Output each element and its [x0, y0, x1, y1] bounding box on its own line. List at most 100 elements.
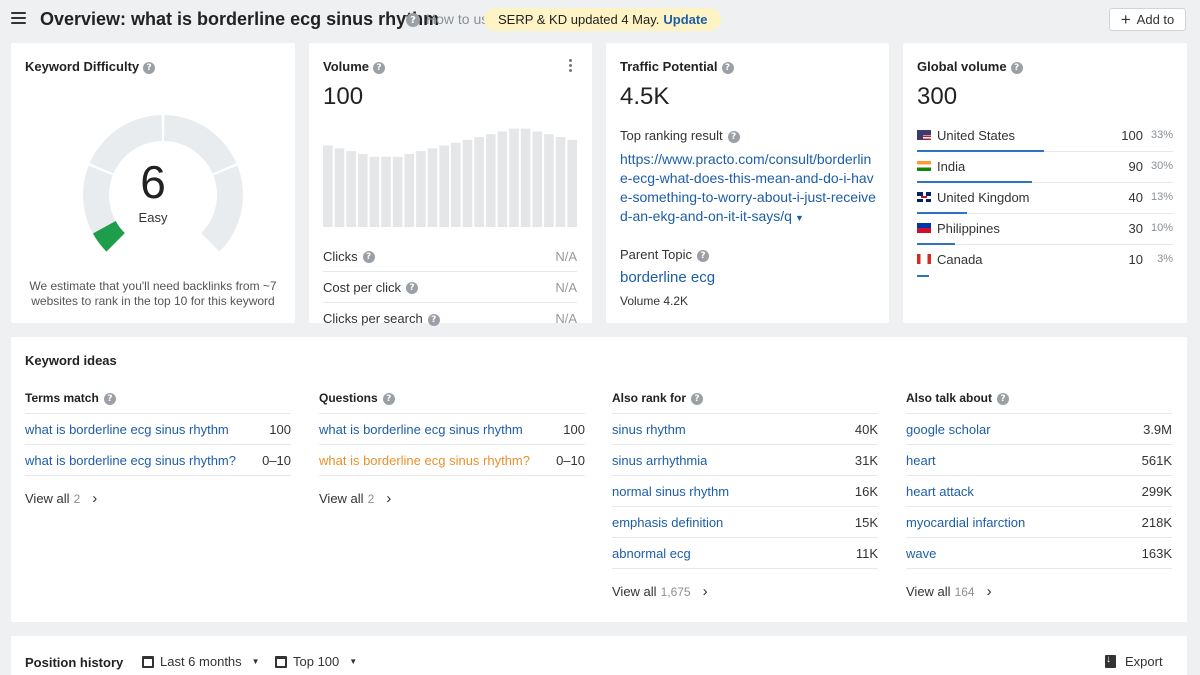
calendar-icon [142, 655, 154, 668]
top-ranking-url[interactable]: https://www.practo.com/consult/borderlin… [620, 151, 876, 224]
help-icon[interactable]: ? [997, 392, 1010, 405]
keyword-link[interactable]: sinus arrhythmia [612, 452, 708, 468]
how-to-use-link[interactable]: ? How to use [406, 11, 496, 28]
volume-bar [532, 131, 543, 227]
help-icon[interactable]: ? [1010, 61, 1023, 74]
list-item: wave 163K [906, 538, 1172, 569]
caret-down-icon: ▼ [251, 657, 260, 666]
keyword-link[interactable]: emphasis definition [612, 514, 724, 530]
page-title: Overview: what is borderline ecg sinus r… [40, 9, 440, 29]
help-icon[interactable]: ? [373, 61, 385, 74]
traffic-potential-value: 4.5K [620, 83, 670, 110]
keyword-difficulty-card: Keyword Difficulty? 6 Easy We estimate t… [11, 43, 295, 323]
keyword-link[interactable]: what is borderline ecg sinus rhythm [25, 421, 229, 437]
add-to-button[interactable]: + Add to [1109, 8, 1186, 31]
view-all-link[interactable]: View all 1,675 › [612, 583, 708, 600]
country-row[interactable]: United States 100 33% [917, 121, 1173, 152]
volume-value: 100 [323, 83, 364, 110]
hamburger-menu-icon[interactable] [11, 12, 26, 25]
volume-bar [497, 131, 508, 227]
volume-bar [520, 128, 531, 227]
caret-down-icon[interactable]: ▼ [794, 213, 804, 223]
country-row[interactable]: Philippines 30 10% [917, 214, 1173, 245]
view-all-link[interactable]: View all 2 › [319, 490, 392, 507]
cpc-row: Cost per click? N/A [323, 272, 577, 303]
country-volume: 30 [1128, 221, 1143, 236]
help-icon[interactable]: ? [691, 392, 704, 405]
volume-bar [381, 156, 391, 227]
help-icon[interactable]: ? [721, 61, 734, 74]
country-row[interactable]: United Kingdom 40 13% [917, 183, 1173, 214]
country-row[interactable]: India 90 30% [917, 152, 1173, 183]
keyword-volume: 16K [854, 483, 878, 499]
keyword-link[interactable]: google scholar [906, 421, 991, 437]
caret-down-icon: ▼ [349, 657, 358, 666]
help-icon[interactable]: ? [103, 392, 116, 405]
keyword-volume: 561K [1141, 452, 1172, 468]
parent-topic-volume: Volume 4.2K [620, 294, 689, 308]
list-item: what is borderline ecg sinus rhythm? 0–10 [319, 445, 585, 476]
column-title: Also rank for? [612, 391, 878, 414]
keyword-link[interactable]: what is borderline ecg sinus rhythm? [319, 452, 530, 468]
list-item: heart 561K [906, 445, 1172, 476]
keyword-link[interactable]: wave [906, 545, 937, 561]
top-positions-dropdown[interactable]: Top 100 ▼ [275, 654, 357, 669]
country-row[interactable]: Canada 10 3% [917, 245, 1173, 277]
gauge-segment [89, 115, 163, 174]
country-volume: 90 [1128, 159, 1143, 174]
volume-bar [462, 139, 473, 227]
help-icon[interactable]: ? [427, 313, 440, 326]
volume-bar [485, 134, 496, 227]
keyword-link[interactable]: what is borderline ecg sinus rhythm [319, 421, 523, 437]
keyword-ideas-column: Also rank for? sinus rhythm 40K sinus arrhy… [612, 391, 878, 600]
help-icon[interactable]: ? [362, 251, 375, 264]
list-item: google scholar 3.9M [906, 414, 1172, 445]
help-icon[interactable]: ? [143, 61, 156, 74]
column-title: Questions? [319, 391, 585, 414]
global-volume-card: Global volume? 300 United States 100 33% In… [903, 43, 1187, 323]
volume-bar [369, 156, 380, 227]
date-range-dropdown[interactable]: Last 6 months ▼ [142, 654, 260, 669]
ph-flag-icon [917, 223, 931, 233]
keyword-link[interactable]: sinus rhythm [612, 421, 686, 437]
keyword-link[interactable]: heart [906, 452, 936, 468]
more-options-icon[interactable] [564, 59, 576, 75]
volume-bar [416, 151, 426, 227]
uk-flag-icon [917, 192, 931, 202]
keyword-link[interactable]: myocardial infarction [906, 514, 1026, 530]
keyword-volume: 31K [854, 452, 878, 468]
keyword-link[interactable]: normal sinus rhythm [612, 483, 730, 499]
view-all-link[interactable]: View all 2 › [25, 490, 98, 507]
keyword-volume: 100 [269, 421, 291, 437]
column-title: Terms match? [25, 391, 291, 414]
list-item: abnormal ecg 11K [612, 538, 878, 569]
parent-topic-link[interactable]: borderline ecg [620, 269, 716, 286]
view-all-link[interactable]: View all 164 › [906, 583, 992, 600]
keyword-link[interactable]: heart attack [906, 483, 974, 499]
keyword-volume: 11K [855, 545, 878, 561]
keyword-volume: 218K [1141, 514, 1172, 530]
help-icon[interactable]: ? [382, 392, 395, 405]
keyword-link[interactable]: what is borderline ecg sinus rhythm? [25, 452, 236, 468]
country-share-bar [917, 150, 1044, 152]
position-history-card: Position history Last 6 months ▼ Top 100 ▼… [11, 636, 1187, 675]
top-bar: Overview: what is borderline ecg sinus r… [0, 0, 1200, 40]
chevron-right-icon: › [386, 490, 392, 507]
country-percent: 13% [1150, 191, 1173, 203]
volume-bar [392, 156, 403, 227]
keyword-link[interactable]: abnormal ecg [612, 545, 691, 561]
update-link[interactable]: Update [663, 12, 708, 27]
volume-bar [474, 137, 484, 227]
country-volume: 40 [1128, 190, 1143, 205]
list-item: what is borderline ecg sinus rhythm 100 [319, 414, 585, 445]
help-icon[interactable]: ? [727, 130, 740, 143]
export-button[interactable]: Export [1105, 654, 1163, 669]
card-title: Traffic Potential? [620, 59, 734, 74]
help-icon[interactable]: ? [406, 282, 419, 295]
volume-bar [451, 142, 461, 227]
country-percent: 10% [1150, 222, 1173, 234]
help-icon[interactable]: ? [697, 249, 710, 262]
global-volume-value: 300 [917, 83, 958, 110]
volume-bar [555, 137, 566, 227]
country-share-bar [917, 243, 956, 245]
